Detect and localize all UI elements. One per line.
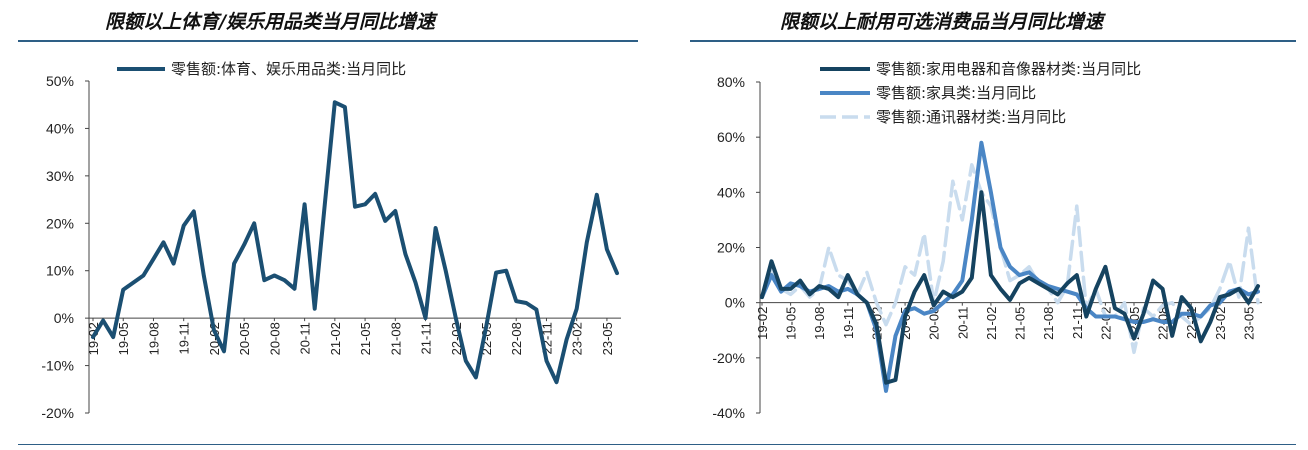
x-tick-label: 20-11 xyxy=(955,307,970,339)
x-tick-label: 21-11 xyxy=(1070,307,1085,339)
x-tick-label: 20-05 xyxy=(237,322,252,355)
x-tick-label: 20-02 xyxy=(207,322,222,355)
x-tick-label: 19-02 xyxy=(755,307,770,340)
chart-title-right: 限额以上耐用可选消费品当月同比增速 xyxy=(780,11,1104,33)
y-tick-label: -20% xyxy=(712,350,745,366)
x-tick-label: 21-05 xyxy=(1013,307,1028,340)
y-tick-label: -40% xyxy=(712,405,745,421)
y-tick-label: 0% xyxy=(725,295,745,311)
x-tick-label: 19-08 xyxy=(812,307,827,340)
x-tick-label: 23-05 xyxy=(1241,307,1256,340)
y-tick-label: 10% xyxy=(46,263,74,279)
series-line-0 xyxy=(91,100,619,385)
x-tick-label: 19-11 xyxy=(177,322,192,354)
x-tick-label: 19-05 xyxy=(784,307,799,340)
bottom-divider xyxy=(18,444,1296,445)
x-tick-label: 21-02 xyxy=(328,322,343,355)
x-tick-label: 22-08 xyxy=(509,322,524,355)
x-tick-label: 20-08 xyxy=(927,307,942,340)
y-tick-label: 20% xyxy=(46,215,74,231)
legend-label: 零售额:通讯器材类:当月同比 xyxy=(876,108,1066,126)
x-tick-label: 19-05 xyxy=(116,322,131,355)
legend-label: 零售额:体育、娱乐用品类:当月同比 xyxy=(171,60,406,78)
x-tick-label: 23-02 xyxy=(1213,307,1228,340)
x-tick-label: 21-08 xyxy=(1041,307,1056,340)
series-line-2 xyxy=(760,190,1260,385)
y-tick-label: 0% xyxy=(54,310,74,326)
legend-label: 零售额:家用电器和音像器材类:当月同比 xyxy=(876,60,1141,78)
chart-title-left: 限额以上体育/娱乐用品类当月同比增速 xyxy=(105,11,435,33)
y-tick-label: 50% xyxy=(46,73,74,89)
x-tick-label: 19-11 xyxy=(841,307,856,339)
x-tick-label: 19-08 xyxy=(146,322,161,355)
y-tick-label: 40% xyxy=(46,120,74,136)
y-tick-label: 80% xyxy=(717,74,745,90)
y-tick-label: 40% xyxy=(717,184,745,200)
legend-label: 零售额:家具类:当月同比 xyxy=(876,84,1036,102)
x-tick-label: 21-02 xyxy=(984,307,999,340)
y-tick-label: 30% xyxy=(46,168,74,184)
y-tick-label: -20% xyxy=(41,405,74,421)
y-tick-label: -10% xyxy=(41,358,74,374)
x-tick-label: 23-05 xyxy=(600,322,615,355)
x-tick-label: 22-02 xyxy=(1098,307,1113,340)
title-divider-left xyxy=(18,40,638,42)
y-tick-label: 20% xyxy=(717,240,745,256)
x-tick-label: 21-05 xyxy=(358,322,373,355)
x-tick-label: 21-08 xyxy=(388,322,403,355)
x-tick-label: 20-08 xyxy=(267,322,282,355)
title-divider-right xyxy=(690,40,1296,42)
x-tick-label: 23-02 xyxy=(570,322,585,355)
y-tick-label: 60% xyxy=(717,129,745,145)
x-tick-label: 20-11 xyxy=(298,322,313,354)
x-tick-label: 21-11 xyxy=(419,322,434,354)
